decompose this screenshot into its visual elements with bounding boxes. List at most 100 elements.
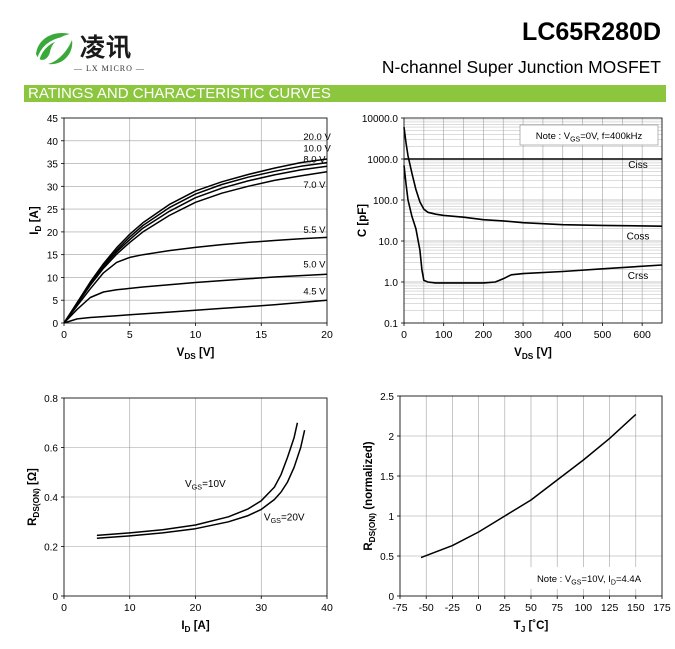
plot-frame <box>403 117 663 324</box>
chart-rdson-vs-id: 0 10 20 30 40 0 0.2 0.4 0.6 0.8 ID [A] RDS(ON) [Ω] V… <box>27 394 333 634</box>
x-tick-label: 5 <box>127 329 133 341</box>
chart-output-characteristics: 0 5 10 15 20 0 5 10 15 20 25 30 35 40 45 VDS [V] ID [A] 2… <box>29 114 333 361</box>
series-line-4 <box>63 236 328 324</box>
y-axis-label: ID [A] <box>29 206 43 235</box>
x-tick-label: -50 <box>419 602 434 614</box>
part-number: LC65R280D <box>522 18 661 46</box>
x-tick-label: 200 <box>475 329 493 341</box>
series-line-0 <box>420 413 637 559</box>
y-tick-label: 2.5 <box>380 392 394 403</box>
y-tick-label: 20 <box>47 228 59 239</box>
x-tick-label: 100 <box>435 329 453 341</box>
x-tick-label: 50 <box>525 602 537 614</box>
plot-area <box>404 118 662 323</box>
x-axis-label: ID [A] <box>181 620 210 634</box>
x-tick-label: 300 <box>514 329 532 341</box>
y-tick-label: 100.0 <box>373 196 398 207</box>
series-line-5 <box>63 273 328 324</box>
y-tick-label: 0 <box>52 592 58 603</box>
series-label-1: 10.0 V <box>303 144 331 155</box>
y-tick-label: 45 <box>47 114 59 125</box>
y-tick-label: 0 <box>52 319 58 330</box>
x-tick-label: -75 <box>392 602 407 614</box>
series-line-1 <box>96 430 306 540</box>
y-tick-label: 1.0 <box>384 278 398 289</box>
x-tick-label: 175 <box>653 602 671 614</box>
series-label-3: 7.0 V <box>303 180 326 191</box>
y-axis-label: RDS(ON) [Ω] <box>27 468 41 526</box>
y-tick-label: 0.1 <box>384 319 398 330</box>
logo-text: 凌讯 <box>80 33 133 62</box>
x-tick-label: 40 <box>321 602 333 614</box>
chart-note: Note : VGS=10V, ID=4.4A <box>537 574 642 587</box>
y-tick-label: 1.5 <box>380 472 394 483</box>
x-tick-label: 150 <box>627 602 645 614</box>
series-line-6 <box>63 299 328 324</box>
series-label-5: 5.0 V <box>303 259 326 270</box>
logo-mark-icon <box>36 32 73 65</box>
x-tick-label: 500 <box>594 329 612 341</box>
series-line-1 <box>403 126 663 227</box>
series-line-3 <box>63 171 328 324</box>
y-tick-label: 10 <box>47 273 59 284</box>
y-tick-label: 10000.0 <box>362 114 399 125</box>
series-label-1: VGS=20V <box>264 513 305 526</box>
chart-rdson-vs-tj: -75 -50 -25 0 25 50 75 100 125 150 175 0 0.5 1 1.5 2 2.5… <box>363 392 671 634</box>
x-axis-label: VDS [V] <box>177 347 215 361</box>
y-tick-label: 0.6 <box>44 444 58 455</box>
y-tick-label: 2 <box>388 432 394 443</box>
note-box <box>521 567 658 589</box>
y-axis-label: C [pF] <box>357 204 369 237</box>
series-label-2: Crss <box>628 271 649 282</box>
y-tick-label: 10.0 <box>379 237 399 248</box>
series-line-0 <box>96 422 299 537</box>
y-tick-label: 35 <box>47 160 59 171</box>
x-tick-label: 125 <box>601 602 619 614</box>
logo-subtext: — LX MICRO — <box>74 64 145 73</box>
chart-note: Note : VGS=0V, f=400kHz <box>536 131 643 144</box>
y-axis-label: RDS(ON) (normalized) <box>363 441 377 550</box>
x-tick-label: 100 <box>575 602 593 614</box>
series-label-0: VGS=10V <box>185 479 226 492</box>
y-tick-label: 1 <box>388 512 394 523</box>
x-tick-label: 400 <box>554 329 572 341</box>
company-logo: 凌讯 — LX MICRO — <box>30 24 160 80</box>
x-tick-label: 10 <box>124 602 136 614</box>
x-axis-label: VDS [V] <box>514 347 552 361</box>
x-tick-label: 0 <box>61 602 67 614</box>
x-tick-label: 600 <box>633 329 651 341</box>
y-tick-label: 0.8 <box>44 394 58 405</box>
x-axis-label: TJ [˚C] <box>514 620 549 634</box>
y-tick-label: 0 <box>388 592 394 603</box>
y-tick-label: 0.2 <box>44 543 58 554</box>
y-tick-label: 5 <box>52 296 58 307</box>
x-tick-label: 75 <box>551 602 563 614</box>
section-band: RATINGS AND CHARACTERISTIC CURVES <box>24 85 666 102</box>
series-label-6: 4.5 V <box>303 286 326 297</box>
y-tick-label: 15 <box>47 251 59 262</box>
x-tick-label: 20 <box>321 329 333 341</box>
series-label-1: Coss <box>627 231 650 242</box>
series-label-2: 8.0 V <box>303 155 326 166</box>
series-label-4: 5.5 V <box>303 225 326 236</box>
x-tick-label: -25 <box>445 602 460 614</box>
chart-capacitance: 0 100 200 300 400 500 600 0.1 1.0 10.0 100.0 1000.0… <box>357 114 663 361</box>
y-tick-label: 25 <box>47 205 59 216</box>
series-label-0: 20.0 V <box>303 132 331 143</box>
section-title: RATINGS AND CHARACTERISTIC CURVES <box>28 85 331 102</box>
y-tick-label: 0.4 <box>44 493 58 504</box>
x-tick-label: 10 <box>190 329 202 341</box>
x-tick-label: 0 <box>61 329 67 341</box>
x-tick-label: 20 <box>190 602 202 614</box>
y-tick-label: 40 <box>47 137 59 148</box>
x-tick-label: 30 <box>255 602 267 614</box>
y-tick-label: 1000.0 <box>367 155 398 166</box>
x-tick-label: 15 <box>255 329 267 341</box>
series-line-2 <box>403 165 663 284</box>
series-line-2 <box>63 165 328 324</box>
x-tick-label: 0 <box>476 602 482 614</box>
y-tick-label: 0.5 <box>380 552 394 563</box>
note-box <box>519 124 659 146</box>
device-description: N-channel Super Junction MOSFET <box>381 57 661 77</box>
